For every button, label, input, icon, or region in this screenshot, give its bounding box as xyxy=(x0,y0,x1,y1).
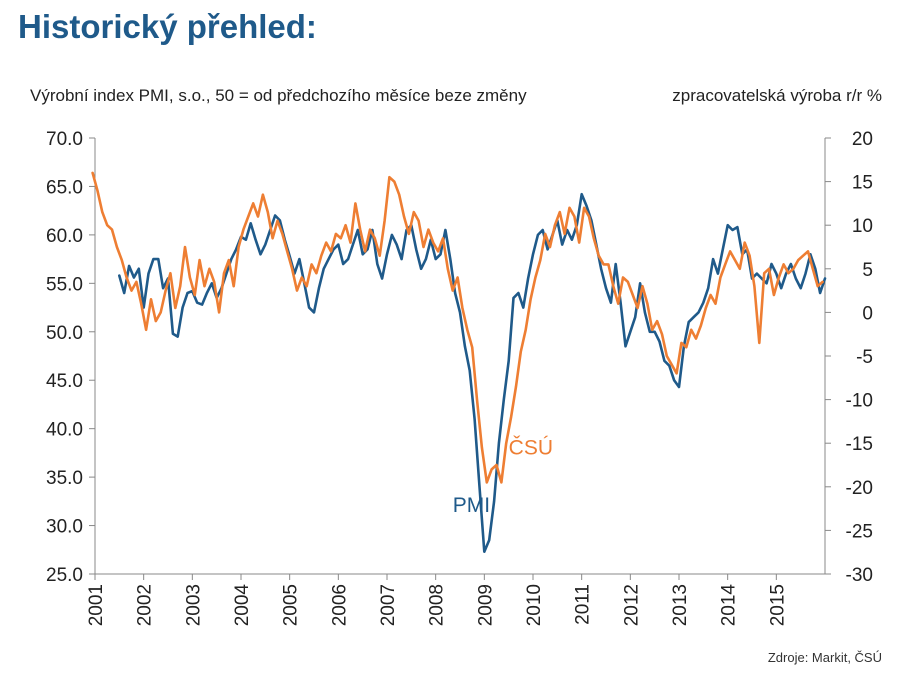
left-tick-label: 70.0 xyxy=(46,129,83,150)
pmi-series-line xyxy=(118,192,827,554)
left-axis-label: Výrobní index PMI, s.o., 50 = od předcho… xyxy=(30,86,527,105)
page-heading: Historický přehled: xyxy=(18,8,317,45)
right-tick-label: -25 xyxy=(846,521,873,542)
x-tick-label: 2002 xyxy=(135,584,156,626)
x-tick-label: 2009 xyxy=(475,584,496,626)
x-tick-label: 2014 xyxy=(719,584,740,627)
x-tick-label: 2010 xyxy=(524,584,545,626)
csu-series-line xyxy=(91,171,824,484)
x-tick-label: 2003 xyxy=(183,584,204,626)
x-tick-label: 2012 xyxy=(621,584,642,626)
left-tick-label: 25.0 xyxy=(46,565,83,586)
x-tick-label: 2007 xyxy=(378,584,399,626)
right-tick-label: 20 xyxy=(852,129,873,150)
right-tick-label: 5 xyxy=(862,260,873,281)
x-tick-label: 2011 xyxy=(573,584,594,625)
x-tick-label: 2008 xyxy=(427,584,448,626)
right-tick-label: -30 xyxy=(846,565,873,586)
right-tick-label: -20 xyxy=(846,478,873,499)
x-tick-label: 2006 xyxy=(329,584,350,626)
left-tick-label: 55.0 xyxy=(46,274,83,295)
x-tick-label: 2015 xyxy=(767,584,788,626)
x-tick-label: 2004 xyxy=(232,584,253,627)
right-tick-label: -10 xyxy=(846,391,873,412)
left-tick-label: 50.0 xyxy=(46,323,83,344)
right-tick-label: -5 xyxy=(856,347,873,368)
csu-series-label: ČSÚ xyxy=(509,437,553,460)
right-tick-label: -15 xyxy=(846,434,873,455)
left-tick-label: 60.0 xyxy=(46,226,83,247)
left-tick-label: 65.0 xyxy=(46,177,83,198)
x-tick-label: 2005 xyxy=(281,584,302,626)
right-tick-label: 0 xyxy=(862,303,873,324)
source-note: Zdroje: Markit, ČSÚ xyxy=(767,650,882,665)
x-tick-label: 2013 xyxy=(670,584,691,626)
x-tick-label: 2001 xyxy=(86,584,107,626)
pmi-series-label: PMI xyxy=(453,494,490,517)
left-tick-label: 45.0 xyxy=(46,371,83,392)
left-tick-label: 30.0 xyxy=(46,517,83,538)
left-tick-label: 35.0 xyxy=(46,468,83,489)
right-tick-label: 10 xyxy=(852,216,873,237)
right-tick-label: 15 xyxy=(852,173,873,194)
left-tick-label: 40.0 xyxy=(46,420,83,441)
right-axis-label: zpracovatelská výroba r/r % xyxy=(672,86,882,105)
